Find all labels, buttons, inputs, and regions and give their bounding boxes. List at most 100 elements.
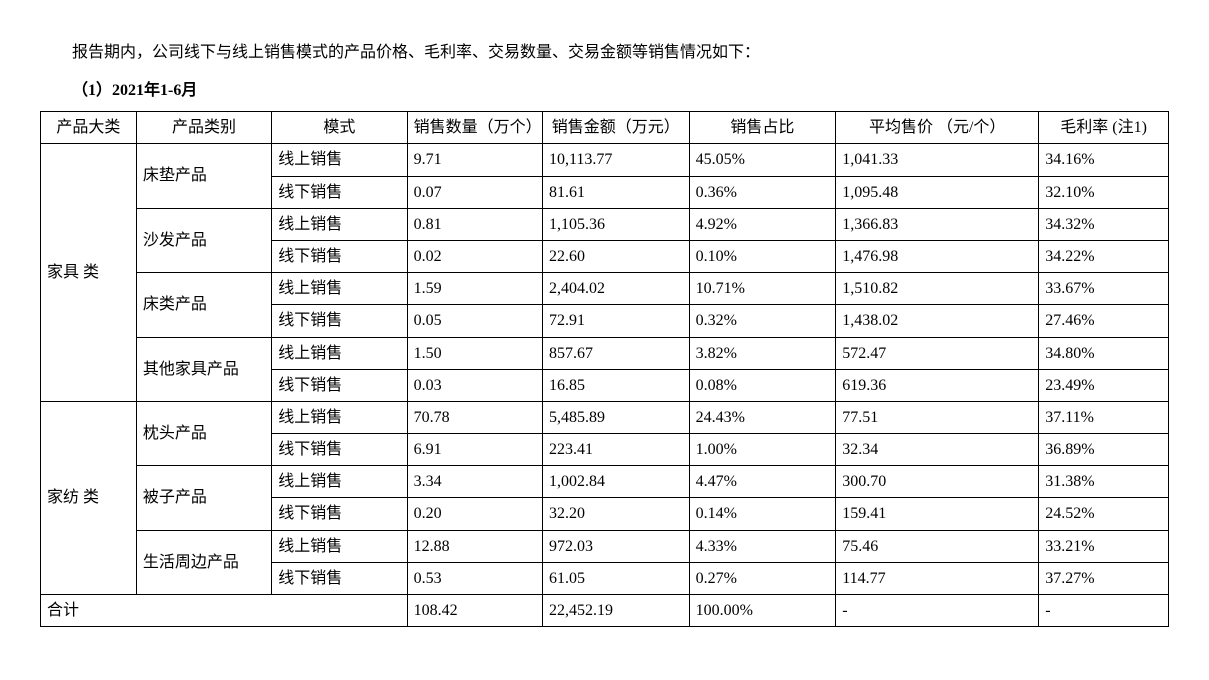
qty-cell: 12.88 xyxy=(407,530,542,562)
total-label: 合计 xyxy=(41,595,408,627)
price-cell: 1,095.48 xyxy=(836,176,1039,208)
margin-cell: 31.38% xyxy=(1039,466,1169,498)
total-share: 100.00% xyxy=(689,595,836,627)
table-row: 其他家具产品线上销售1.50857.673.82%572.4734.80% xyxy=(41,337,1169,369)
amount-cell: 2,404.02 xyxy=(542,273,689,305)
qty-cell: 0.05 xyxy=(407,305,542,337)
margin-cell: 27.46% xyxy=(1039,305,1169,337)
price-cell: 159.41 xyxy=(836,498,1039,530)
amount-cell: 16.85 xyxy=(542,369,689,401)
share-cell: 0.27% xyxy=(689,562,836,594)
table-row: 沙发产品线上销售0.811,105.364.92%1,366.8334.32% xyxy=(41,208,1169,240)
share-cell: 0.10% xyxy=(689,240,836,272)
product-cell: 枕头产品 xyxy=(136,401,271,465)
amount-cell: 1,105.36 xyxy=(542,208,689,240)
total-price: - xyxy=(836,595,1039,627)
qty-cell: 0.02 xyxy=(407,240,542,272)
mode-cell: 线上销售 xyxy=(272,401,407,433)
qty-cell: 0.20 xyxy=(407,498,542,530)
margin-cell: 37.27% xyxy=(1039,562,1169,594)
amount-cell: 22.60 xyxy=(542,240,689,272)
product-cell: 生活周边产品 xyxy=(136,530,271,594)
price-cell: 77.51 xyxy=(836,401,1039,433)
price-cell: 300.70 xyxy=(836,466,1039,498)
amount-cell: 32.20 xyxy=(542,498,689,530)
total-margin: - xyxy=(1039,595,1169,627)
margin-cell: 33.67% xyxy=(1039,273,1169,305)
col-header-margin: 毛利率 (注1) xyxy=(1039,112,1169,144)
product-cell: 其他家具产品 xyxy=(136,337,271,401)
amount-cell: 5,485.89 xyxy=(542,401,689,433)
col-header-price: 平均售价 （元/个） xyxy=(836,112,1039,144)
qty-cell: 0.81 xyxy=(407,208,542,240)
share-cell: 0.32% xyxy=(689,305,836,337)
share-cell: 24.43% xyxy=(689,401,836,433)
mode-cell: 线下销售 xyxy=(272,240,407,272)
qty-cell: 6.91 xyxy=(407,434,542,466)
price-cell: 114.77 xyxy=(836,562,1039,594)
mode-cell: 线下销售 xyxy=(272,498,407,530)
margin-cell: 36.89% xyxy=(1039,434,1169,466)
table-row: 被子产品线上销售3.341,002.844.47%300.7031.38% xyxy=(41,466,1169,498)
share-cell: 4.47% xyxy=(689,466,836,498)
qty-cell: 1.50 xyxy=(407,337,542,369)
share-cell: 0.36% xyxy=(689,176,836,208)
qty-cell: 0.07 xyxy=(407,176,542,208)
mode-cell: 线下销售 xyxy=(272,434,407,466)
mode-cell: 线上销售 xyxy=(272,466,407,498)
intro-text: 报告期内，公司线下与线上销售模式的产品价格、毛利率、交易数量、交易金额等销售情况… xyxy=(40,40,1169,66)
header-row: 产品大类 产品类别 模式 销售数量（万个） 销售金额（万元） 销售占比 平均售价… xyxy=(41,112,1169,144)
price-cell: 572.47 xyxy=(836,337,1039,369)
amount-cell: 223.41 xyxy=(542,434,689,466)
share-cell: 10.71% xyxy=(689,273,836,305)
price-cell: 1,438.02 xyxy=(836,305,1039,337)
price-cell: 1,510.82 xyxy=(836,273,1039,305)
share-cell: 0.14% xyxy=(689,498,836,530)
product-cell: 床垫产品 xyxy=(136,144,271,208)
share-cell: 4.33% xyxy=(689,530,836,562)
amount-cell: 61.05 xyxy=(542,562,689,594)
col-header-product: 产品类别 xyxy=(136,112,271,144)
share-cell: 0.08% xyxy=(689,369,836,401)
margin-cell: 24.52% xyxy=(1039,498,1169,530)
category-cell: 家纺 类 xyxy=(41,401,137,594)
amount-cell: 81.61 xyxy=(542,176,689,208)
margin-cell: 34.16% xyxy=(1039,144,1169,176)
amount-cell: 857.67 xyxy=(542,337,689,369)
table-row: 家具 类床垫产品线上销售9.7110,113.7745.05%1,041.333… xyxy=(41,144,1169,176)
col-header-share: 销售占比 xyxy=(689,112,836,144)
col-header-category: 产品大类 xyxy=(41,112,137,144)
share-cell: 1.00% xyxy=(689,434,836,466)
mode-cell: 线下销售 xyxy=(272,176,407,208)
category-cell: 家具 类 xyxy=(41,144,137,402)
qty-cell: 3.34 xyxy=(407,466,542,498)
qty-cell: 1.59 xyxy=(407,273,542,305)
mode-cell: 线下销售 xyxy=(272,369,407,401)
total-amount: 22,452.19 xyxy=(542,595,689,627)
qty-cell: 70.78 xyxy=(407,401,542,433)
mode-cell: 线上销售 xyxy=(272,144,407,176)
mode-cell: 线下销售 xyxy=(272,562,407,594)
table-row: 家纺 类枕头产品线上销售70.785,485.8924.43%77.5137.1… xyxy=(41,401,1169,433)
share-cell: 4.92% xyxy=(689,208,836,240)
amount-cell: 72.91 xyxy=(542,305,689,337)
sales-table: 产品大类 产品类别 模式 销售数量（万个） 销售金额（万元） 销售占比 平均售价… xyxy=(40,111,1169,627)
qty-cell: 9.71 xyxy=(407,144,542,176)
share-cell: 3.82% xyxy=(689,337,836,369)
price-cell: 1,041.33 xyxy=(836,144,1039,176)
price-cell: 75.46 xyxy=(836,530,1039,562)
margin-cell: 23.49% xyxy=(1039,369,1169,401)
col-header-mode: 模式 xyxy=(272,112,407,144)
product-cell: 沙发产品 xyxy=(136,208,271,272)
table-row: 床类产品线上销售1.592,404.0210.71%1,510.8233.67% xyxy=(41,273,1169,305)
product-cell: 被子产品 xyxy=(136,466,271,530)
total-row: 合计108.4222,452.19100.00%-- xyxy=(41,595,1169,627)
qty-cell: 0.03 xyxy=(407,369,542,401)
col-header-amount: 销售金额（万元） xyxy=(542,112,689,144)
share-cell: 45.05% xyxy=(689,144,836,176)
price-cell: 619.36 xyxy=(836,369,1039,401)
margin-cell: 34.80% xyxy=(1039,337,1169,369)
qty-cell: 0.53 xyxy=(407,562,542,594)
margin-cell: 34.22% xyxy=(1039,240,1169,272)
margin-cell: 32.10% xyxy=(1039,176,1169,208)
